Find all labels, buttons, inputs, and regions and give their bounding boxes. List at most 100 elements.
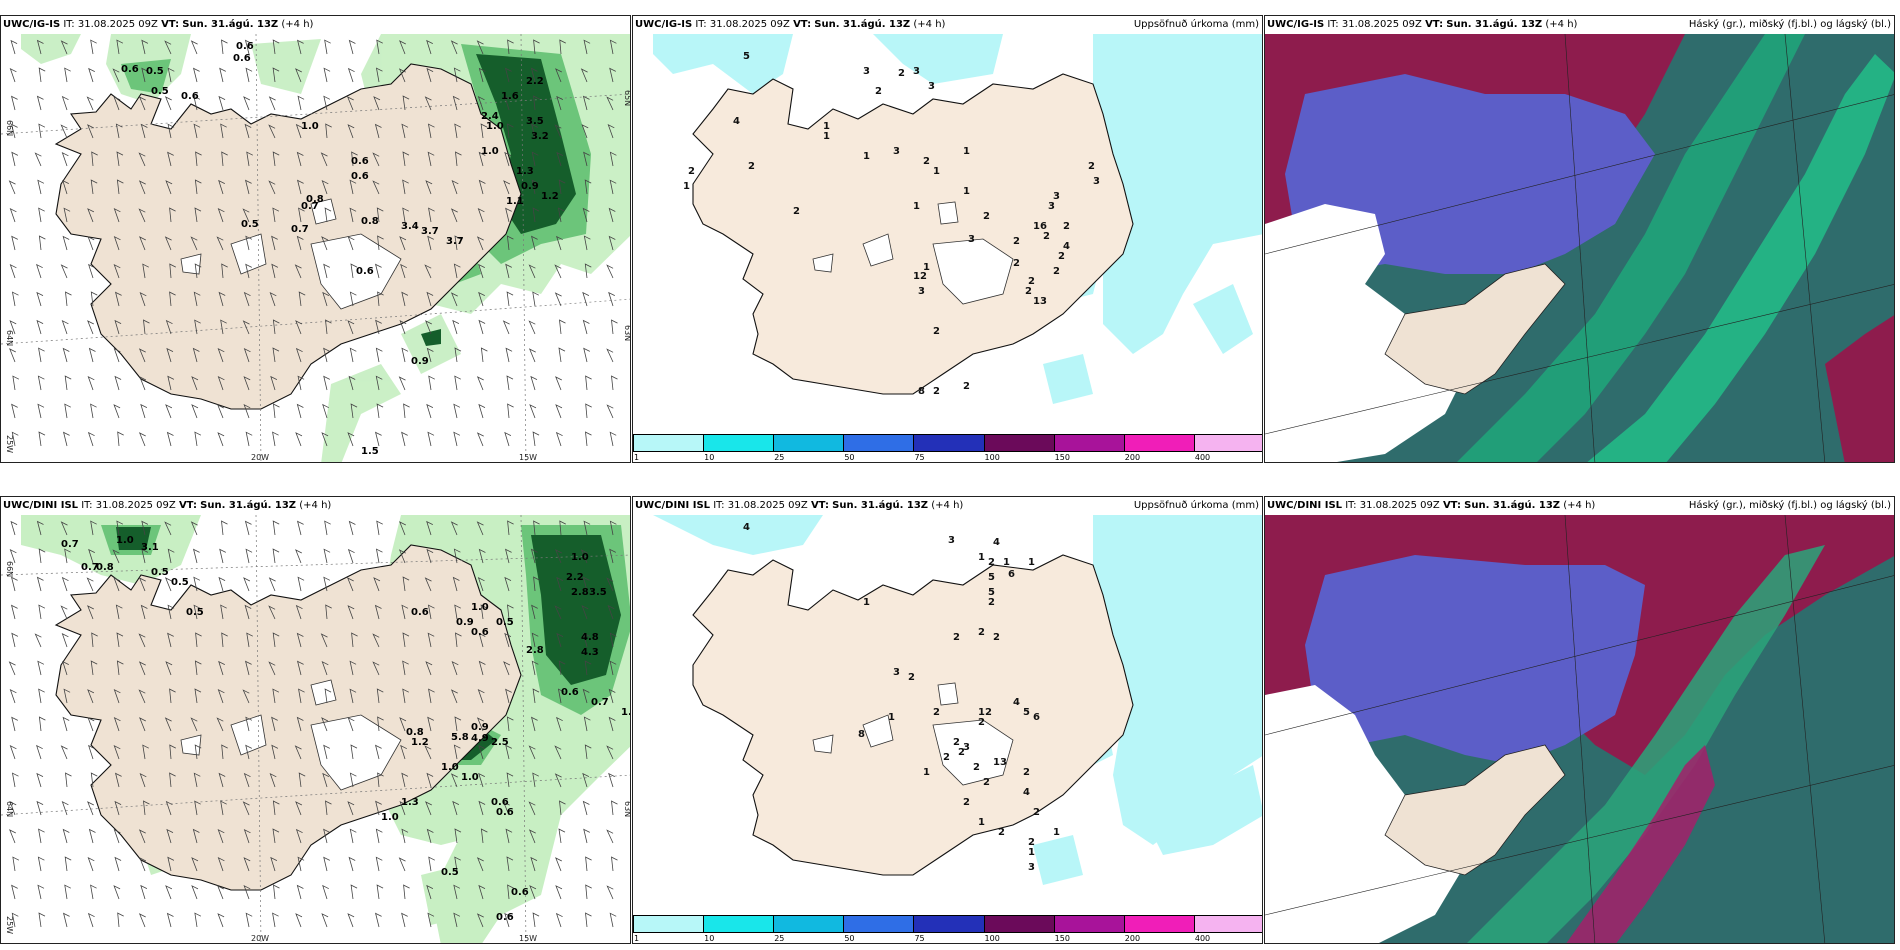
wind-barb — [195, 632, 202, 648]
wind-barb — [401, 604, 409, 620]
precip-value-label: 0.5 — [496, 617, 514, 628]
wind-barb — [425, 801, 432, 816]
precip-value-label: 0.7 — [81, 562, 99, 573]
wind-barb — [583, 632, 590, 648]
wind-barb — [606, 745, 614, 760]
valid-label: VT: — [810, 500, 829, 511]
precip-value-label: 2 — [793, 206, 800, 217]
wind-barb — [377, 291, 384, 307]
wind-barb — [244, 520, 252, 536]
wind-barb — [427, 235, 434, 251]
wind-barb — [218, 772, 226, 788]
init-time: IT: 31.08.2025 09Z — [1345, 500, 1440, 511]
wind-barb — [193, 95, 201, 111]
wind-barb — [296, 235, 304, 251]
wind-barb — [506, 291, 514, 307]
wind-barb — [246, 151, 253, 167]
precip-value-label: 2 — [953, 737, 960, 748]
wind-barb — [61, 633, 69, 648]
wind-barb — [581, 605, 589, 620]
wind-barb — [424, 264, 432, 279]
wind-barb — [194, 179, 202, 195]
wind-barb — [606, 577, 614, 592]
wind-barb — [193, 67, 200, 83]
wind-barb — [506, 772, 514, 788]
precip-value-label: 6 — [1033, 712, 1040, 723]
wind-barb — [217, 432, 225, 447]
wind-barb — [90, 884, 97, 900]
wind-barb — [477, 208, 485, 223]
wind-barb — [139, 717, 146, 732]
wind-barb — [297, 375, 305, 391]
wind-barb — [295, 320, 303, 335]
wind-barb — [583, 235, 591, 251]
colorbar-tick-label: 10 — [704, 934, 715, 943]
wind-barb — [115, 123, 123, 139]
wind-barb — [63, 207, 71, 223]
wind-barb — [36, 800, 44, 816]
wind-barb — [606, 885, 614, 900]
wind-barb — [581, 124, 589, 139]
wind-barb — [294, 264, 302, 279]
precip-value-label: 5.8 — [451, 732, 469, 743]
wind-barb — [402, 179, 409, 195]
wind-barb — [531, 179, 539, 195]
precip-value-label: 1.3 — [401, 797, 419, 808]
wind-barb — [217, 689, 225, 704]
precip-value-label: 0.6 — [351, 171, 369, 182]
wind-barb — [87, 801, 94, 816]
wind-barb — [504, 912, 512, 928]
wind-barb — [244, 39, 252, 55]
wind-barb — [90, 660, 98, 676]
wind-barb — [193, 576, 201, 592]
wind-barb — [138, 180, 146, 195]
precip-value-label: 1.5 — [361, 446, 379, 457]
wind-barb — [166, 828, 174, 844]
precip-value-label: 5 — [988, 572, 995, 583]
wind-barb — [245, 912, 253, 928]
wind-barb — [428, 688, 435, 704]
wind-barb — [11, 884, 18, 900]
wind-barb — [399, 717, 407, 732]
wind-barb — [505, 347, 513, 363]
wind-barb — [478, 263, 485, 279]
precip-value-label: 16 — [1033, 221, 1047, 232]
valid-label: VT: — [178, 500, 197, 511]
wind-barb — [530, 548, 538, 564]
wind-barb — [454, 123, 461, 139]
wind-barb — [138, 577, 146, 592]
wind-barb — [606, 96, 614, 111]
wind-barb — [323, 548, 331, 564]
precip-value-label: 0.6 — [233, 53, 251, 64]
wind-barb — [272, 431, 279, 447]
precip-value-label: 2.4 — [481, 111, 499, 122]
wind-barb — [169, 688, 176, 704]
wind-barb — [217, 828, 225, 844]
lat-label-65n-right: 65N — [623, 90, 631, 106]
wind-barb — [297, 95, 305, 111]
glaciers — [812, 201, 1014, 305]
wind-barb — [324, 39, 331, 55]
cloud-low-band-2 — [1587, 54, 1894, 462]
wind-barb — [167, 604, 175, 620]
colorbar-segment — [1193, 434, 1262, 452]
wind-barb — [530, 67, 538, 83]
wind-barb — [115, 772, 122, 788]
wind-barb — [398, 857, 406, 872]
wind-barb — [87, 236, 95, 251]
wind-barb — [65, 772, 72, 788]
wind-barb — [399, 521, 406, 536]
wind-barb — [507, 884, 514, 900]
wind-barb — [11, 632, 19, 648]
wind-barb — [377, 235, 384, 251]
panel-header: UWC/DINI ISL IT: 31.08.2025 09Z VT: Sun.… — [1, 497, 630, 515]
wind-barb — [295, 801, 303, 816]
wind-barb — [426, 520, 433, 536]
lead-time: (+4 h) — [281, 19, 314, 30]
wind-barb — [531, 660, 539, 676]
wind-barb — [11, 123, 18, 139]
wind-barb — [453, 431, 461, 447]
wind-barb — [193, 772, 201, 788]
wind-barb — [348, 520, 356, 536]
graticule — [1, 34, 630, 462]
